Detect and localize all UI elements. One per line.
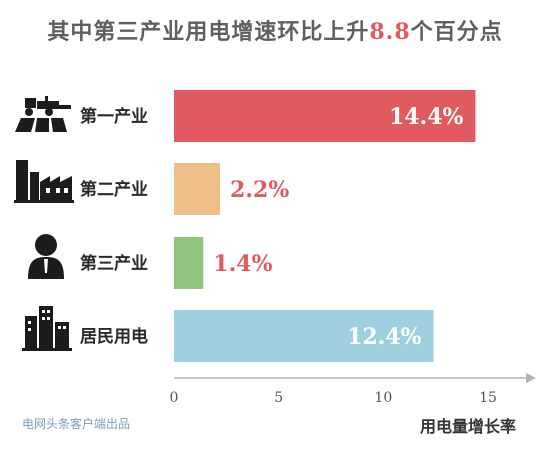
chart-title: 其中第三产业用电增速环比上升8.8个百分点 bbox=[47, 19, 503, 45]
x-tick-label: 5 bbox=[274, 390, 283, 406]
bars bbox=[174, 90, 476, 362]
bar-4 bbox=[174, 310, 434, 362]
x-tick-label: 0 bbox=[170, 390, 179, 406]
value-labels: 14.4% 2.2% 1.4% 12.4% bbox=[213, 104, 463, 350]
value-label: 14.4% bbox=[389, 104, 464, 130]
title-highlight: 8.8 bbox=[369, 19, 411, 45]
x-ticks: 0 5 10 15 bbox=[170, 390, 497, 406]
category-label: 第二产业 bbox=[80, 179, 148, 200]
value-label: 1.4% bbox=[213, 251, 272, 277]
bar-1 bbox=[174, 90, 476, 142]
bar-2 bbox=[174, 163, 221, 215]
x-axis-arrow bbox=[526, 373, 536, 383]
category-label: 第三产业 bbox=[80, 253, 148, 274]
person-icon bbox=[28, 234, 64, 279]
buildings-icon bbox=[22, 306, 72, 351]
category-label: 第一产业 bbox=[80, 106, 148, 127]
x-axis-label: 用电量增长率 bbox=[420, 417, 517, 436]
value-label: 2.2% bbox=[230, 177, 289, 203]
bar-3 bbox=[174, 237, 204, 289]
category-label: 居民用电 bbox=[80, 326, 148, 347]
x-tick-label: 10 bbox=[374, 390, 392, 406]
harvester-icon bbox=[15, 96, 71, 132]
x-tick-label: 15 bbox=[479, 390, 497, 406]
source-note: 电网头条客户端出品 bbox=[22, 417, 131, 431]
factory-icon bbox=[14, 160, 74, 203]
value-label: 12.4% bbox=[347, 324, 422, 350]
